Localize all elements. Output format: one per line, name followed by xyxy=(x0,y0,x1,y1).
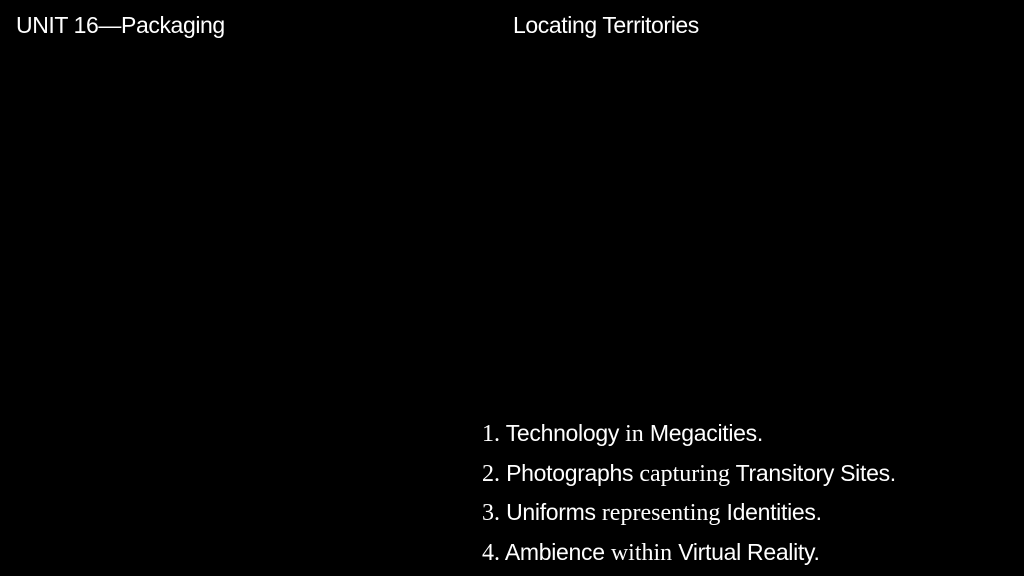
list-item: 3. Uniforms representing Identities. xyxy=(482,493,896,533)
unit-title: UNIT 16—Packaging xyxy=(16,12,225,38)
item-first-word: Uniforms xyxy=(506,499,596,525)
item-number: 4. xyxy=(482,539,500,566)
list-item: 4. Ambience within Virtual Reality. xyxy=(482,533,896,573)
item-number: 1. xyxy=(482,421,500,447)
item-last-words: Megacities. xyxy=(649,420,763,446)
list-item: 2. Photographs capturing Transitory Site… xyxy=(482,454,896,494)
topic-title: Locating Territories xyxy=(513,12,699,38)
territory-list: 1. Technology in Megacities. 2. Photogra… xyxy=(482,414,896,572)
item-middle-word: in xyxy=(625,421,644,447)
item-number: 2. xyxy=(482,460,500,487)
item-first-word: Technology xyxy=(505,420,620,446)
item-number: 3. xyxy=(482,500,500,526)
list-item: 1. Technology in Megacities. xyxy=(482,414,896,454)
item-last-words: Identities. xyxy=(726,499,822,525)
item-last-words: Transitory Sites. xyxy=(735,459,897,486)
item-first-word: Photographs xyxy=(506,459,634,486)
item-middle-word: within xyxy=(610,539,673,566)
item-first-word: Ambience xyxy=(504,538,605,565)
item-last-words: Virtual Reality. xyxy=(678,538,820,565)
item-middle-word: representing xyxy=(601,500,721,526)
item-middle-word: capturing xyxy=(639,460,730,487)
